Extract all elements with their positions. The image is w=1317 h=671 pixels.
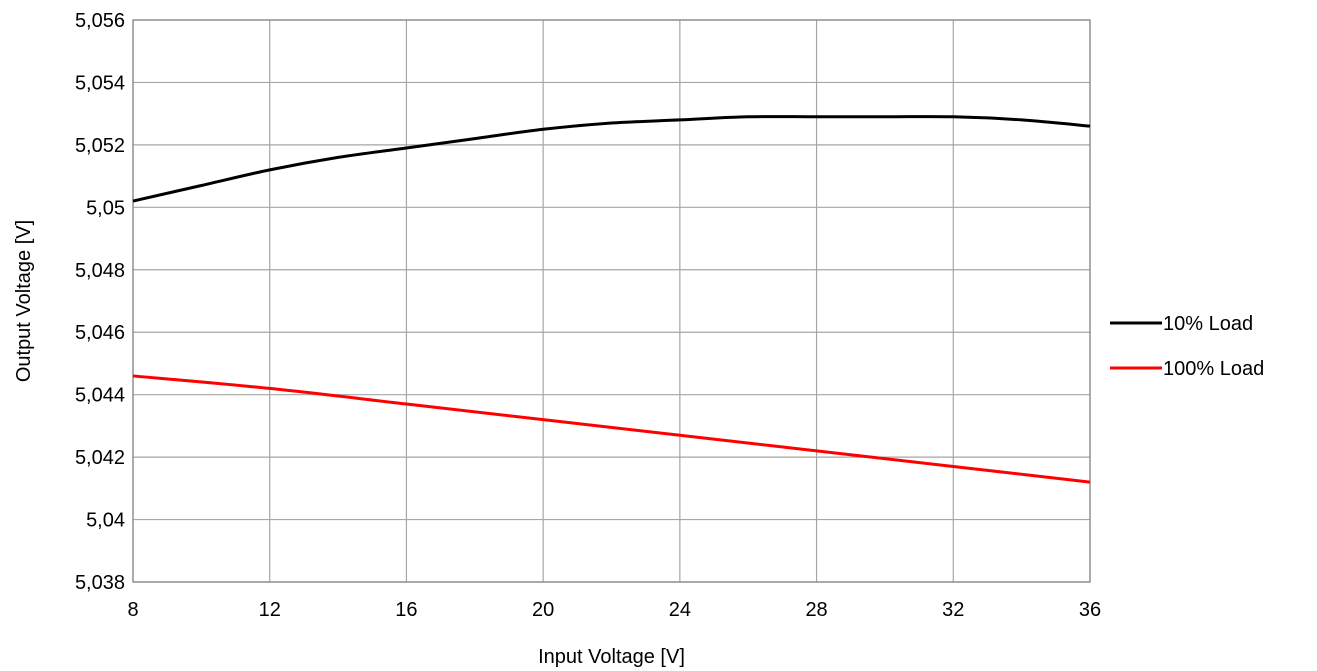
x-tick-label: 28 — [805, 599, 827, 621]
y-tick-label: 5,056 — [75, 10, 125, 32]
series-layer — [132, 115, 1091, 484]
x-tick-label: 36 — [1079, 599, 1101, 621]
y-tick-label: 5,052 — [75, 135, 125, 157]
legend-label-2: 100% Load — [1163, 358, 1264, 380]
y-tick-label: 5,044 — [75, 385, 125, 407]
x-tick-label: 12 — [259, 599, 281, 621]
x-axis-tick-labels: 8 12 16 20 24 28 32 36 — [127, 599, 1101, 621]
x-tick-label: 20 — [532, 599, 554, 621]
series-line-1 — [132, 115, 1091, 203]
legend: 10% Load 100% Load — [1110, 313, 1264, 380]
plot-area — [132, 19, 1091, 583]
series-line-2 — [132, 374, 1091, 484]
y-tick-label: 5,046 — [75, 322, 125, 344]
x-tick-label: 24 — [669, 599, 691, 621]
y-tick-label: 5,042 — [75, 447, 125, 469]
y-tick-label: 5,038 — [75, 572, 125, 594]
y-axis-title: Output Voltage [V] — [13, 220, 35, 382]
x-tick-label: 16 — [395, 599, 417, 621]
x-tick-label: 32 — [942, 599, 964, 621]
y-axis-tick-labels: 5,038 5,04 5,042 5,044 5,046 5,048 5,05 5,052 5,… — [75, 10, 125, 594]
x-axis-title: Input Voltage [V] — [538, 646, 685, 668]
legend-label-1: 10% Load — [1163, 313, 1253, 335]
y-tick-label: 5,04 — [86, 510, 125, 532]
y-tick-label: 5,054 — [75, 72, 125, 94]
x-tick-label: 8 — [127, 599, 138, 621]
y-tick-label: 5,048 — [75, 260, 125, 282]
y-tick-label: 5,05 — [86, 197, 125, 219]
